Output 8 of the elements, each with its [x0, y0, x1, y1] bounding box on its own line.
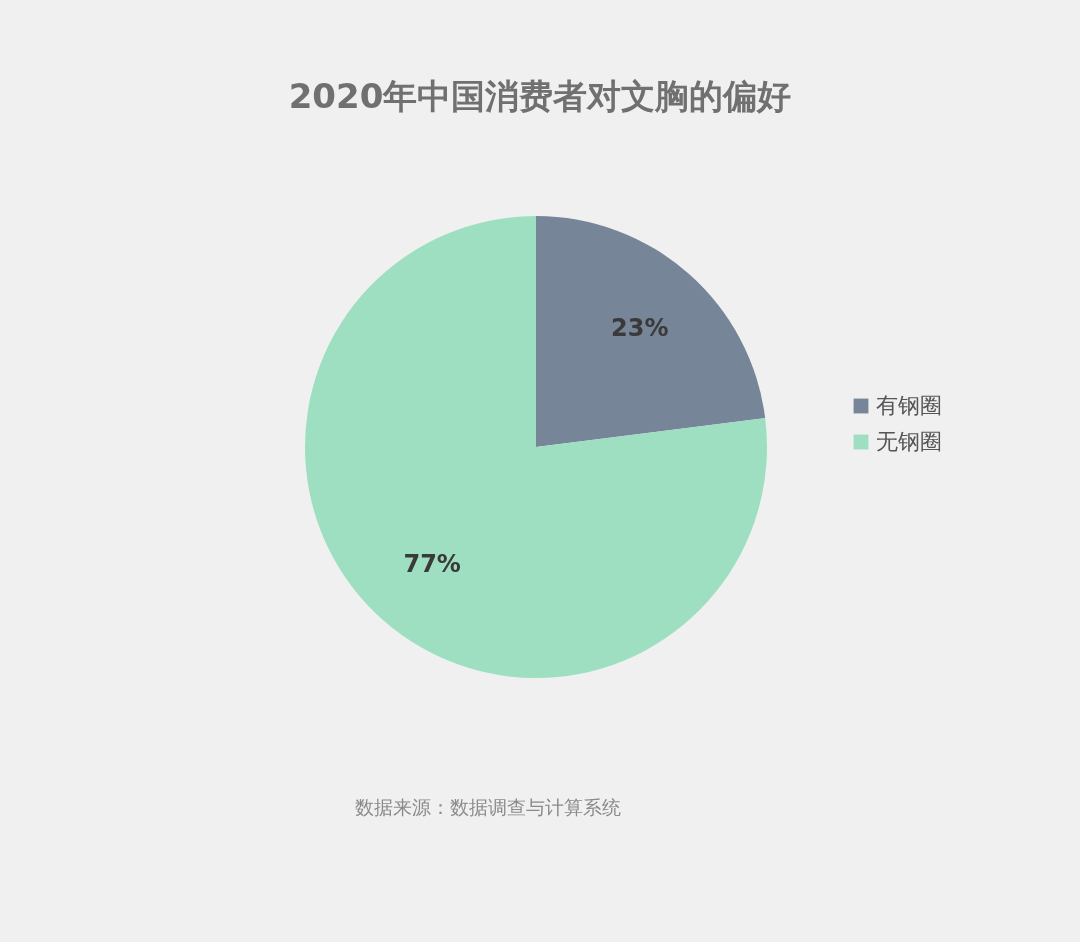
source-note: 数据来源：数据调查与计算系统 — [355, 796, 621, 818]
data-label: 23% — [611, 314, 669, 343]
pie-slice — [305, 216, 767, 678]
legend-label: 无钢圈 — [876, 429, 942, 454]
chart-title: 2020年中国消费者对文胸的偏好 — [288, 76, 792, 116]
pie-slice — [536, 216, 766, 447]
legend-label: 有钢圈 — [876, 393, 942, 418]
data-label: 77% — [403, 549, 461, 578]
